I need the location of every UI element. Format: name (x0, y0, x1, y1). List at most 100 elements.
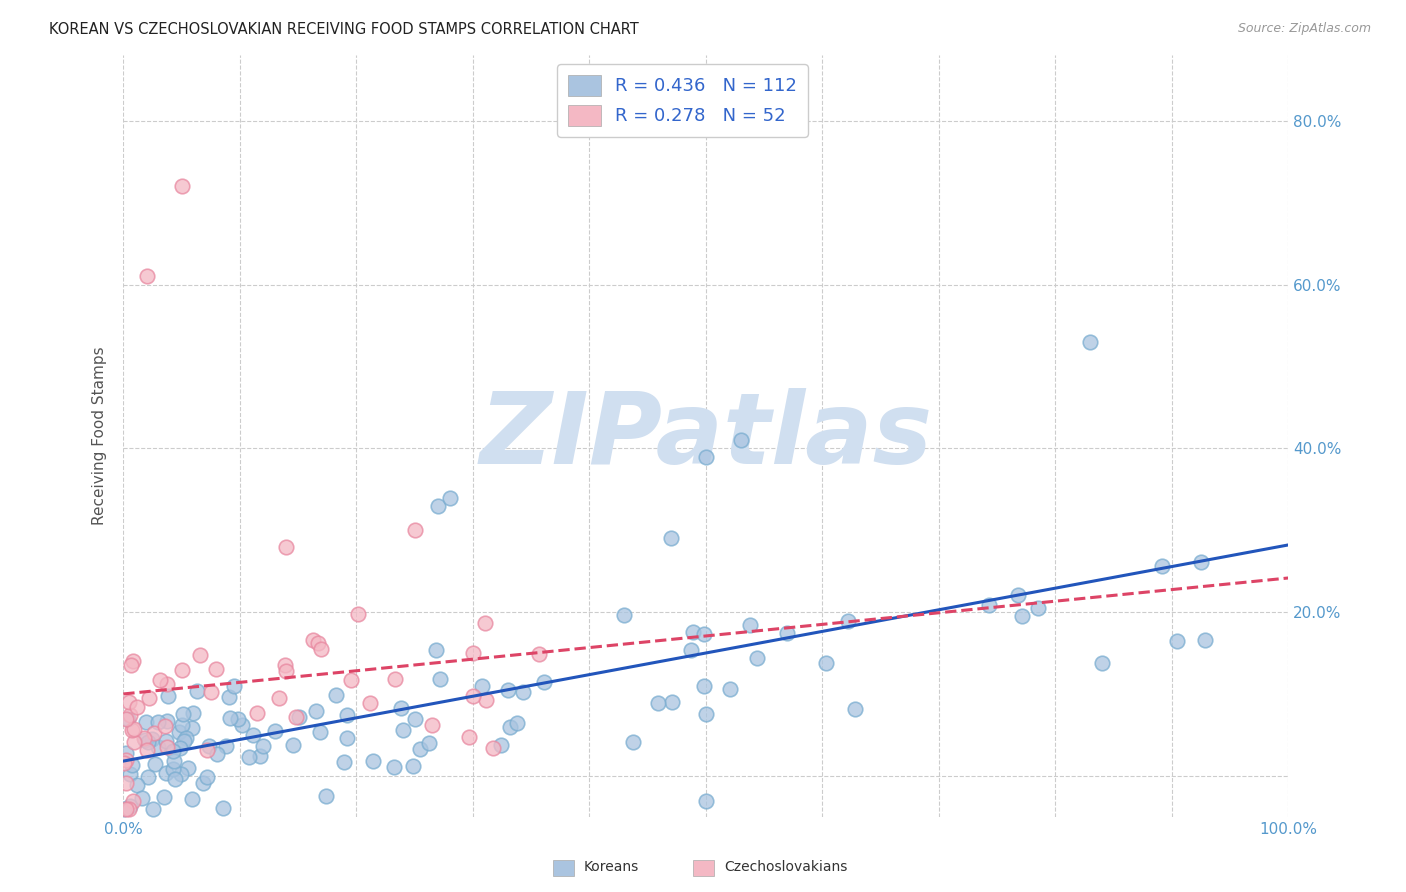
Point (136, 770, 159, 784)
Text: ZIPatlas: ZIPatlas (479, 387, 932, 484)
Point (336, 708, 359, 723)
Point (274, 664, 297, 678)
Point (224, 679, 246, 693)
Point (529, 647, 551, 661)
Point (738, 618, 761, 632)
Point (745, 651, 768, 665)
Point (181, 792, 204, 806)
Point (496, 683, 519, 698)
Point (115, 753, 138, 767)
Point (384, 673, 406, 687)
Point (136, 735, 159, 749)
Point (621, 734, 644, 748)
Point (219, 711, 242, 725)
Point (382, 760, 405, 774)
Point (135, 743, 157, 757)
Point (156, 690, 179, 704)
Point (1150, 558, 1173, 573)
Point (148, 740, 170, 755)
Point (1007, 588, 1029, 602)
Point (1080, 334, 1102, 349)
Point (198, 739, 221, 753)
Point (474, 615, 496, 630)
Point (120, 798, 142, 813)
Point (231, 718, 253, 732)
Point (1011, 608, 1033, 623)
Point (153, 790, 176, 805)
Point (302, 633, 325, 648)
Point (429, 673, 451, 687)
Point (165, 772, 187, 786)
Point (162, 763, 184, 777)
Point (177, 761, 200, 775)
Point (695, 450, 717, 464)
Point (204, 662, 226, 676)
Point (336, 731, 359, 745)
Point (155, 733, 177, 747)
Point (693, 679, 716, 693)
Point (1194, 632, 1216, 647)
Point (115, 802, 138, 816)
Point (659, 532, 682, 546)
Point (695, 707, 717, 722)
Point (149, 673, 172, 687)
Point (173, 734, 195, 748)
Point (141, 732, 163, 747)
Point (489, 738, 512, 752)
Point (138, 690, 160, 705)
Point (195, 743, 218, 757)
Point (285, 710, 308, 724)
Point (169, 767, 191, 781)
Point (174, 731, 197, 745)
Point (200, 685, 222, 699)
Point (172, 718, 194, 732)
Point (155, 677, 177, 691)
Point (228, 712, 250, 726)
Point (470, 679, 492, 693)
Point (163, 754, 186, 768)
Point (127, 700, 149, 714)
Text: Koreans: Koreans (583, 860, 638, 874)
Point (506, 716, 529, 731)
Point (191, 775, 214, 789)
Point (288, 710, 311, 724)
Point (142, 802, 165, 816)
Point (693, 627, 716, 641)
Point (309, 642, 332, 657)
Text: Source: ZipAtlas.com: Source: ZipAtlas.com (1237, 22, 1371, 36)
Point (1189, 555, 1212, 569)
Point (115, 776, 138, 790)
Point (181, 721, 204, 735)
Point (422, 718, 444, 732)
Point (844, 702, 866, 716)
Point (533, 674, 555, 689)
Point (242, 728, 264, 742)
Point (170, 663, 193, 677)
Text: KOREAN VS CZECHOSLOVAKIAN RECEIVING FOOD STAMPS CORRELATION CHART: KOREAN VS CZECHOSLOVAKIAN RECEIVING FOOD… (49, 22, 638, 37)
Point (118, 802, 141, 816)
Point (1091, 657, 1114, 671)
Point (418, 736, 440, 750)
Point (977, 598, 1000, 612)
Point (115, 712, 138, 726)
Point (276, 540, 298, 554)
Point (142, 726, 165, 740)
Point (122, 723, 145, 737)
Point (135, 269, 157, 284)
Point (325, 688, 347, 702)
Point (274, 658, 297, 673)
Point (661, 694, 683, 708)
Point (121, 723, 143, 737)
Point (169, 741, 191, 756)
Point (461, 689, 484, 703)
Point (359, 696, 381, 710)
Point (305, 704, 328, 718)
Point (118, 695, 141, 709)
Point (307, 636, 329, 650)
Point (134, 733, 156, 747)
Point (281, 739, 304, 753)
Point (188, 648, 211, 662)
Point (121, 757, 143, 772)
Point (264, 724, 287, 739)
Point (475, 693, 498, 707)
